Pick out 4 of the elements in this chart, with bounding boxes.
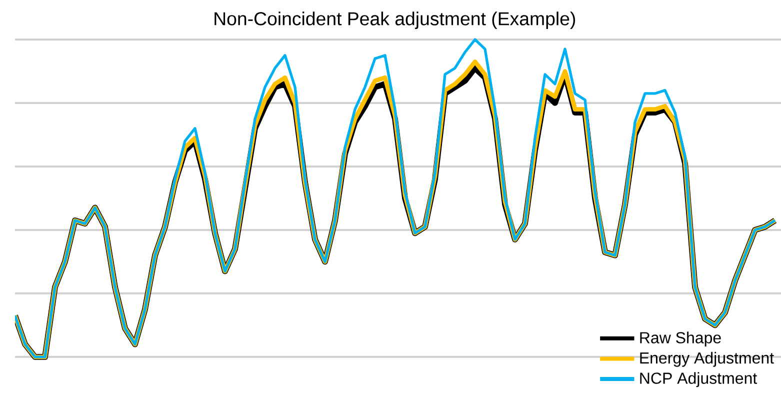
legend-label: Energy Adjustment: [640, 352, 774, 367]
legend-label: Raw Shape: [640, 332, 721, 347]
chart-title: Non-Coincident Peak adjustment (Example): [214, 12, 576, 30]
legend-label: NCP Adjustment: [640, 372, 758, 388]
